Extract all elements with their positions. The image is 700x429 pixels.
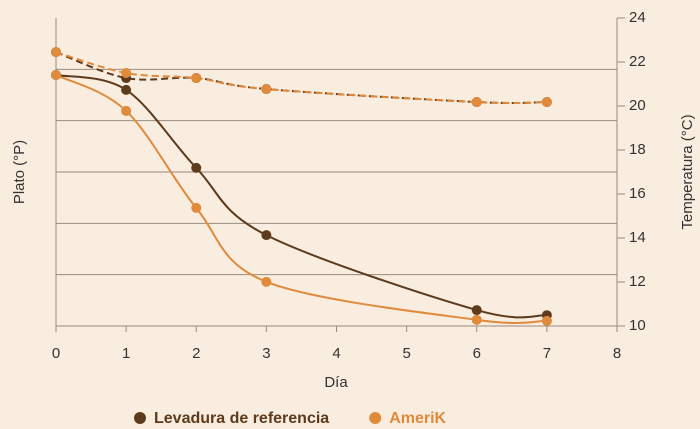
legend-marker (134, 412, 146, 424)
x-tick-label: 4 (332, 345, 340, 362)
x-tick-label: 6 (473, 345, 481, 362)
x-tick-label: 2 (192, 345, 200, 362)
y2-tick-label: 14 (629, 229, 646, 246)
point (121, 105, 132, 116)
point (121, 68, 132, 78)
point (191, 73, 202, 84)
y2-tick-label: 24 (629, 9, 646, 26)
point (261, 276, 272, 287)
point (471, 97, 482, 108)
y2-axis-label: Temperatura (°C) (679, 114, 696, 229)
x-tick-label: 0 (52, 345, 60, 362)
x-tick-label: 8 (613, 345, 621, 362)
point (51, 47, 61, 58)
y-axis-label: Plato (°P) (11, 140, 28, 204)
point (261, 84, 272, 95)
x-tick-label: 7 (543, 345, 551, 362)
point (261, 230, 272, 241)
point (191, 162, 202, 173)
point (541, 97, 552, 108)
point (191, 202, 202, 213)
x-axis-label: Día (324, 374, 348, 391)
x-tick-label: 3 (262, 345, 270, 362)
point (471, 314, 482, 325)
legend-label: AmeriK (389, 410, 446, 427)
y2-tick-label: 22 (629, 53, 646, 70)
legend-label: Levadura de referencia (154, 410, 329, 427)
point (471, 305, 482, 316)
x-tick-label: 1 (122, 345, 130, 362)
legend-marker (369, 412, 382, 424)
y2-tick-label: 10 (629, 317, 646, 334)
y2-tick-label: 12 (629, 273, 646, 290)
x-tick-label: 5 (402, 345, 410, 362)
y2-tick-label: 18 (629, 141, 646, 158)
point (541, 315, 552, 326)
y2-tick-label: 16 (629, 185, 646, 202)
point (121, 84, 132, 95)
point (51, 69, 61, 80)
y2-tick-label: 20 (629, 97, 646, 114)
